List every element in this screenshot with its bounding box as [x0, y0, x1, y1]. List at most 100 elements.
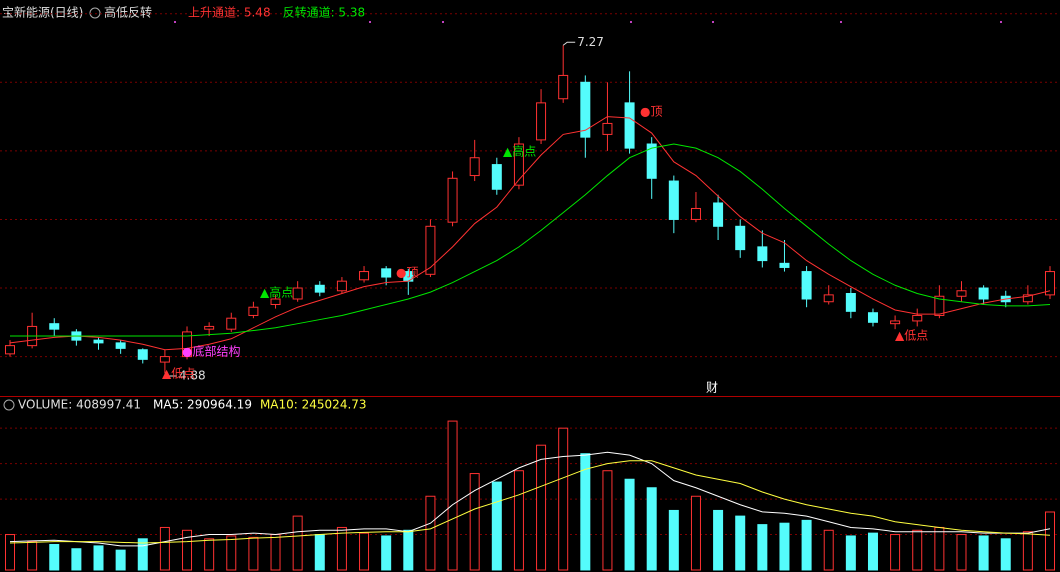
volume-bar	[469, 473, 480, 571]
candle-body	[159, 356, 170, 363]
volume-bar	[425, 495, 436, 571]
volume-bar	[558, 427, 569, 571]
indicator-name[interactable]: 高低反转	[104, 5, 152, 20]
top-dots	[174, 21, 1002, 23]
volume-bar	[690, 495, 701, 571]
candle-body	[137, 349, 148, 360]
volume-bar	[491, 481, 502, 571]
min-pointer	[164, 372, 177, 377]
candle-body	[845, 293, 856, 312]
volume-bar	[314, 534, 325, 571]
candle-body	[867, 312, 878, 323]
signal-label: ●底部结构	[182, 344, 240, 359]
volume-bar	[27, 541, 38, 571]
volume-icon[interactable]	[3, 399, 15, 411]
signal-label: ▲低点	[895, 329, 928, 343]
volume-ma-line	[9, 460, 1051, 544]
chart-title: 宝新能源(日线)	[2, 5, 83, 20]
candle-body	[735, 225, 746, 251]
volume-bar	[602, 470, 613, 571]
signal-label: ●顶	[640, 105, 662, 119]
volume-bar	[513, 470, 524, 571]
candle-body	[1022, 294, 1033, 303]
volume-bar	[49, 543, 60, 571]
volume-bar	[912, 529, 923, 571]
candle-body	[226, 317, 237, 330]
volume-bar	[735, 515, 746, 571]
max-pointer	[562, 41, 576, 46]
max-label: 7.27	[577, 35, 604, 49]
volume-bar	[336, 526, 347, 571]
candle-body	[513, 143, 524, 186]
volume-bar	[823, 529, 834, 571]
legend-entry: MA5: 290964.19	[153, 398, 252, 412]
volume-bar	[890, 534, 901, 571]
candle-body	[713, 202, 724, 227]
volume-bar	[713, 509, 724, 571]
candle-body	[115, 342, 126, 349]
candle-body	[491, 164, 502, 190]
candle-body	[248, 306, 259, 316]
volume-bar	[1022, 531, 1033, 571]
candle-body	[536, 102, 547, 141]
candle-body	[381, 268, 392, 278]
candle-body	[646, 143, 657, 179]
candle-body	[934, 295, 945, 316]
candle-body	[890, 320, 901, 325]
volume-bar	[867, 532, 878, 571]
volume-bar	[93, 545, 104, 571]
volume-bar	[580, 453, 591, 571]
volume-bar	[934, 526, 945, 571]
volume-bar	[757, 524, 768, 571]
signal-label: ▲高点	[260, 285, 293, 300]
candle-body	[624, 102, 635, 149]
candle-body	[801, 271, 812, 300]
volume-bar	[248, 536, 259, 571]
volume-bar	[536, 444, 547, 571]
indicator-icon[interactable]	[89, 7, 101, 19]
volume-bar	[624, 478, 635, 571]
volume-bar	[668, 509, 679, 571]
volume-bar	[779, 522, 790, 571]
channel-line	[10, 143, 1051, 337]
candle-body	[93, 339, 104, 344]
candle-body	[823, 294, 834, 303]
volume-bar	[447, 420, 458, 571]
candle-body	[757, 246, 768, 262]
candle-body	[447, 177, 458, 223]
volume-bar	[159, 526, 170, 571]
candle-body	[1045, 271, 1055, 296]
volume-bar	[292, 515, 303, 571]
candle-body	[978, 287, 989, 300]
candle-body	[580, 81, 591, 138]
volume-bar	[956, 534, 967, 571]
candle-body	[602, 122, 613, 135]
candle-body	[336, 280, 347, 292]
volume-bar	[381, 535, 392, 571]
candle-body	[469, 157, 480, 177]
candle-body	[779, 262, 790, 268]
legend-entry: 上升通道: 5.48	[188, 6, 271, 20]
candle-body	[425, 225, 436, 275]
candle-body	[49, 323, 60, 330]
signal-label: ●顶	[396, 266, 418, 280]
candle-body	[956, 290, 967, 297]
volume-bar	[71, 548, 82, 571]
candle-body	[182, 331, 193, 358]
signal-label: 财	[706, 381, 718, 395]
candle-body	[270, 298, 281, 305]
candle-body	[558, 74, 569, 100]
volume-bar	[5, 534, 15, 571]
volume-bar	[226, 535, 237, 571]
candle-body	[359, 271, 370, 281]
signal-label: ▲低点	[162, 367, 195, 381]
volume-bar	[115, 549, 126, 571]
legend-entry: MA10: 245024.73	[260, 398, 367, 412]
volume-bar	[270, 534, 281, 571]
min-label: 4.88	[179, 369, 206, 383]
candle-body	[314, 284, 325, 293]
volume-bar	[646, 487, 657, 571]
